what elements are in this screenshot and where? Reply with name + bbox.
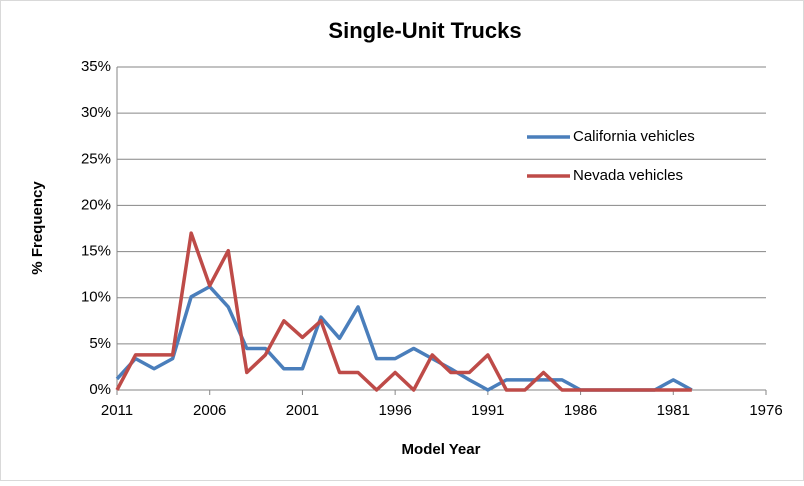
series-line <box>115 231 692 392</box>
y-tick-label: 15% <box>81 243 111 260</box>
legend-label: Nevada vehicles <box>573 167 683 184</box>
x-tick-label: 1976 <box>749 402 782 419</box>
x-axis-label: Model Year <box>402 441 481 458</box>
y-tick-label: 5% <box>89 335 111 352</box>
y-tick-label: 30% <box>81 104 111 121</box>
y-tick-label: 20% <box>81 196 111 213</box>
y-tick-label: 35% <box>81 58 111 75</box>
x-tick-label: 1991 <box>471 402 504 419</box>
y-tick-label: 10% <box>81 289 111 306</box>
x-tick-label: 2011 <box>101 402 133 419</box>
chart-title: Single-Unit Trucks <box>328 18 521 43</box>
x-tick-label: 2001 <box>286 402 319 419</box>
x-tick-label: 2006 <box>193 402 226 419</box>
y-tick-label: 25% <box>81 150 111 167</box>
legend-label: California vehicles <box>573 128 695 145</box>
x-tick-label: 1986 <box>564 402 597 419</box>
y-tick-label: 0% <box>89 381 111 398</box>
x-tick-label: 1996 <box>378 402 411 419</box>
x-tick-label: 1981 <box>657 402 690 419</box>
y-axis-label: % Frequency <box>29 181 46 275</box>
